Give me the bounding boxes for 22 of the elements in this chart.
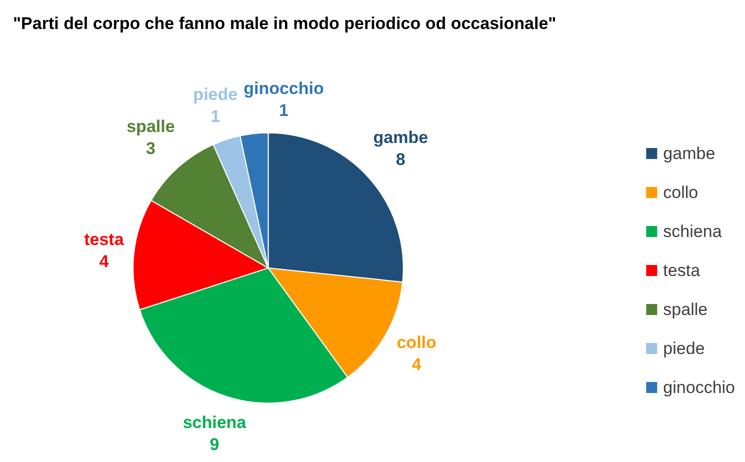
data-label: 1 [278,101,288,120]
chart-title: "Parti del corpo che fanno male in modo periodico od occasionale" [13,14,556,33]
slice-label: schiena [182,412,247,432]
legend-label: testa [663,261,701,280]
legend-label: spalle [663,300,708,319]
legend-label: piede [663,339,705,358]
slice-label: collo [396,333,436,352]
slice-label: piede [193,84,238,104]
data-label: 8 [396,150,406,170]
slice-label: gambe [373,128,428,148]
data-label: 4 [99,252,110,272]
data-label: 9 [210,434,220,454]
slice-label: spalle [126,116,175,136]
legend-label: ginocchio [663,378,735,397]
legend-label: gambe [663,144,716,163]
slice-label: testa [84,230,124,250]
legend-label: schiena [663,222,722,241]
data-label: 3 [146,138,156,158]
data-label: 4 [412,355,422,374]
slice-label: ginocchio [244,79,324,98]
data-label: 1 [210,106,220,126]
legend-label: collo [663,183,698,202]
